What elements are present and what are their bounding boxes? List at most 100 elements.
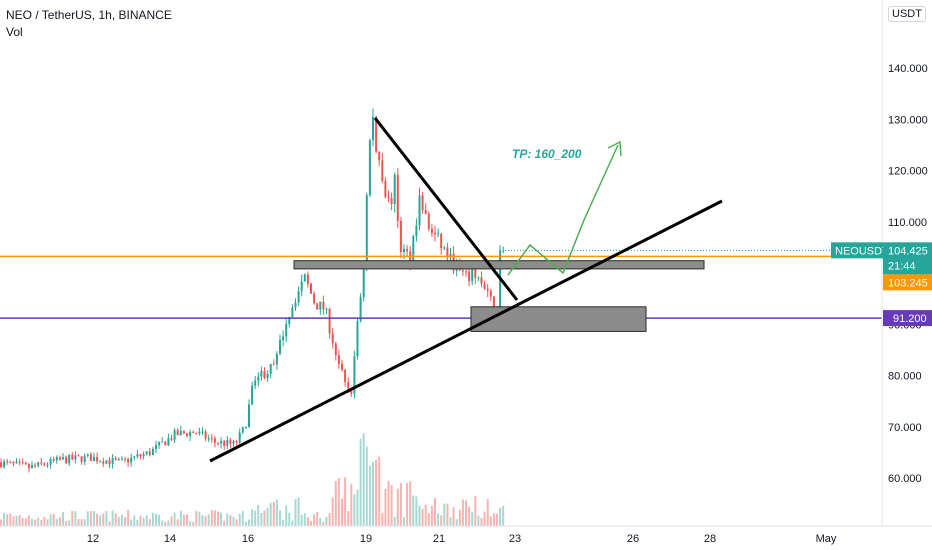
candle-body: [415, 225, 418, 237]
candle-body: [241, 427, 244, 433]
volume-bar: [257, 504, 260, 526]
descending-trendline[interactable]: [373, 117, 519, 301]
candle-body: [120, 458, 123, 460]
candle-body: [424, 210, 427, 214]
trendlines: [209, 117, 723, 463]
candle-body: [300, 281, 303, 292]
volume-bar: [3, 512, 6, 526]
volume-bar: [102, 513, 105, 526]
candle-body: [15, 461, 18, 464]
current-price-tag: [883, 242, 932, 275]
volume-bar: [117, 517, 120, 526]
volume-bar: [142, 517, 145, 526]
time-axis[interactable]: 12 14 16 19 21 23 26 28 May: [87, 533, 837, 545]
volume-bar: [99, 515, 102, 526]
volume-bar: [43, 516, 46, 526]
volume-bar: [316, 511, 319, 526]
volume-bar: [130, 519, 133, 526]
candle-body: [465, 271, 467, 273]
price-tick-label: 110.000: [888, 217, 927, 229]
price-tags: NEOUSDT 104.425 21:44 103.245 91.200: [831, 242, 932, 327]
candle-body: [49, 459, 52, 465]
candle-body: [368, 140, 371, 196]
volume-bar: [40, 520, 43, 526]
candle-body: [31, 465, 33, 469]
volume-bar: [353, 494, 356, 526]
candle-body: [381, 160, 384, 181]
candle-body: [437, 233, 440, 235]
volume-bar: [424, 504, 427, 526]
candle-body: [443, 247, 446, 249]
time-tick-label: 21: [433, 533, 445, 545]
volume-bar: [452, 507, 455, 526]
volume-bar: [93, 511, 95, 526]
projected-path-line[interactable]: [507, 144, 619, 276]
volume-bar: [65, 521, 68, 526]
time-tick-label: May: [816, 533, 837, 545]
volume-bar: [241, 510, 244, 526]
candle-body: [310, 283, 312, 294]
candle-body: [275, 353, 278, 365]
volume-bar: [396, 488, 399, 526]
volume-bar: [474, 496, 477, 526]
candle-body: [158, 441, 161, 446]
volume-bar: [133, 515, 136, 526]
volume-bar: [306, 517, 309, 526]
candle-body: [124, 458, 126, 460]
candle-body: [440, 233, 443, 249]
candle-body: [179, 430, 182, 436]
volume-bar: [213, 510, 216, 526]
candle-body: [480, 277, 483, 284]
volume-bar: [480, 517, 483, 526]
candle-body: [257, 376, 260, 381]
volume-bar: [399, 483, 402, 526]
support-zone-box[interactable]: [470, 306, 647, 332]
volume-bar: [58, 517, 61, 526]
volume-bar: [446, 503, 449, 526]
candle-body: [406, 248, 409, 252]
volume-bar: [288, 512, 291, 526]
volume-bar: [384, 488, 387, 526]
volume-bar: [195, 510, 198, 526]
candle-body: [238, 432, 241, 443]
candle-body: [207, 438, 210, 440]
volume-bar: [15, 515, 18, 526]
volume-bar: [170, 516, 173, 526]
volume-bar: [285, 505, 288, 526]
candle-body: [130, 457, 133, 463]
volume-bar: [18, 515, 21, 526]
volume-bar: [331, 497, 334, 526]
candle-body: [217, 442, 219, 444]
volume-bar: [313, 514, 316, 526]
volume-bar: [368, 465, 371, 526]
volume-bar: [502, 505, 505, 526]
candle-body: [291, 307, 294, 317]
volume-bar: [303, 513, 306, 526]
candle-body: [359, 296, 362, 321]
support-zone-box[interactable]: [293, 260, 705, 270]
currency-selector[interactable]: USDT: [888, 6, 926, 22]
candle-body: [3, 461, 6, 468]
purple-level-tag: [883, 310, 932, 327]
volume-bar: [359, 438, 362, 526]
volume-bar: [347, 511, 350, 526]
volume-bar: [151, 512, 154, 526]
candle-body: [390, 197, 393, 205]
volume-bar: [182, 514, 185, 526]
candle-body: [288, 316, 291, 325]
candle-body: [378, 151, 381, 161]
volume-bar: [127, 510, 130, 526]
ascending-trendline[interactable]: [209, 199, 723, 463]
candle-body: [297, 291, 300, 303]
candle-body: [105, 460, 108, 464]
candle-body: [173, 430, 176, 440]
volume-bar: [483, 511, 486, 526]
volume-bar: [83, 519, 86, 526]
volume-bar: [71, 510, 74, 526]
volume-bar: [279, 510, 281, 526]
volume-bar: [114, 513, 117, 526]
time-tick-label: 12: [87, 533, 99, 545]
candle-body: [254, 380, 257, 386]
volume-bar: [164, 521, 167, 526]
